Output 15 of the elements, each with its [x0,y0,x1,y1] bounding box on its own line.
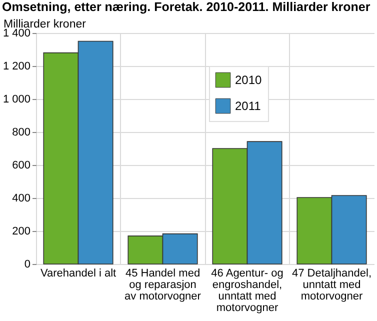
legend-label: 2011 [235,99,262,113]
x-tick-label: Varehandel i alt [40,268,116,280]
y-tick-label: 1 200 [2,60,30,72]
y-tick-label: 800 [12,126,30,138]
x-tick-label: 45 Handel med og reparasjon av motorvogner [124,268,202,302]
y-tick-label: 600 [12,160,30,172]
y-tick-label: 200 [12,226,30,238]
x-tick-label: 47 Detaljhandel, unntatt med motorvogner [292,268,372,302]
x-tick-label: 46 Agentur- og engroshandel, unntatt med motorvogner [211,268,284,314]
y-tick-label: 0 [24,258,30,270]
legend-label: 2010 [235,73,262,87]
chart-title: Omsetning, etter næring. Foretak. 2010-2011. Milliarder kroner [1,0,372,14]
y-tick-label: 400 [12,192,30,204]
y-tick-label: 1 000 [2,94,30,106]
y-tick-label: 1 400 [2,28,30,40]
